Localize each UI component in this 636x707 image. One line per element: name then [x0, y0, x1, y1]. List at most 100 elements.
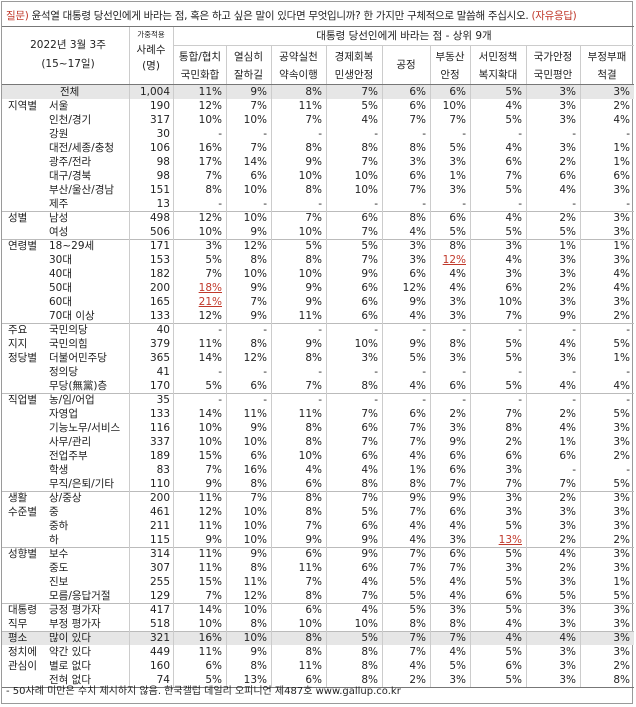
- cell-value: 6%: [361, 282, 378, 294]
- cell-value: 13%: [243, 674, 267, 686]
- cell-value: 7%: [305, 520, 322, 532]
- row-label: 대전/세종/충청: [49, 142, 115, 154]
- cell-value: 6%: [559, 450, 576, 462]
- table-row: 60대 165 21% 7% 9% 6% 9% 3% 10% 3% 3%: [2, 295, 634, 309]
- cell-value: 10%: [243, 212, 267, 224]
- table-row: 지역별 서울 190 12% 7% 11% 5% 6% 10% 4% 3% 2%: [2, 99, 634, 113]
- cell-value: 3%: [205, 240, 222, 252]
- row-label: 무직/은퇴/기타: [49, 478, 115, 490]
- cell-value: 8%: [449, 618, 466, 630]
- cell-value: -: [263, 198, 267, 210]
- cell-value: 7%: [409, 548, 426, 560]
- cell-value: -: [218, 394, 222, 406]
- table-row: 대통령 긍정 평가자 417 14% 10% 6% 4% 5% 3% 5% 3% 3%: [2, 603, 634, 617]
- cell-value: 12%: [442, 254, 466, 266]
- cell-value: 14%: [198, 604, 222, 616]
- row-label: 70대 이상: [49, 310, 95, 322]
- cell-value: 6%: [361, 450, 378, 462]
- cell-value: 4%: [559, 422, 576, 434]
- sample-count: 190: [149, 100, 170, 112]
- cell-value: 4%: [449, 282, 466, 294]
- cell-value: 4%: [559, 338, 576, 350]
- cell-value: 14%: [243, 156, 267, 168]
- row-label: 긍정 평가자: [49, 604, 101, 616]
- cell-value: 6%: [505, 282, 522, 294]
- cell-value: 6%: [559, 170, 576, 182]
- cell-value: 9%: [361, 534, 378, 546]
- cell-value: -: [572, 198, 576, 210]
- cell-value: 2%: [559, 408, 576, 420]
- cell-value: 10%: [243, 268, 267, 280]
- cell-value: 12%: [243, 352, 267, 364]
- sample-count: 1,004: [139, 86, 170, 98]
- cell-value: 9%: [250, 422, 267, 434]
- cell-value: 7%: [361, 436, 378, 448]
- cell-value: 8%: [250, 562, 267, 574]
- cell-value: 5%: [361, 100, 378, 112]
- cell-value: -: [318, 128, 322, 140]
- cell-value: 4%: [559, 548, 576, 560]
- cell-value: 4%: [361, 464, 378, 476]
- cell-value: 2%: [559, 156, 576, 168]
- sample-count: 461: [149, 506, 170, 518]
- row-label: 자영업: [49, 408, 78, 420]
- cell-value: 8%: [361, 380, 378, 392]
- cell-value: 4%: [449, 646, 466, 658]
- cell-value: 6%: [449, 506, 466, 518]
- cell-value: 12%: [198, 100, 222, 112]
- cell-value: 10%: [243, 632, 267, 644]
- cell-value: -: [518, 366, 522, 378]
- cell-value: 3%: [559, 604, 576, 616]
- cell-value: -: [572, 324, 576, 336]
- table-row: 무직/은퇴/기타 110 9% 8% 6% 8% 8% 7% 7% 7% 5%: [2, 477, 634, 491]
- cell-value: 3%: [559, 576, 576, 588]
- cell-value: 2%: [449, 408, 466, 420]
- row-label: 하: [49, 534, 59, 546]
- cell-value: -: [374, 324, 378, 336]
- cell-value: 8%: [250, 660, 267, 672]
- sample-size-unit: (명): [142, 60, 160, 72]
- cell-value: 9%: [449, 492, 466, 504]
- cell-value: 4%: [409, 226, 426, 238]
- cell-value: 3%: [613, 506, 630, 518]
- cell-value: 2%: [613, 534, 630, 546]
- column-header-line2: 안정: [440, 69, 460, 81]
- cell-value: 6%: [250, 170, 267, 182]
- cell-value: 8%: [613, 674, 630, 686]
- cell-value: 8%: [361, 478, 378, 490]
- group-divider: [2, 491, 634, 492]
- column-divider: [326, 85, 327, 687]
- sample-count: 106: [149, 142, 170, 154]
- row-label: 50대: [49, 282, 73, 294]
- cell-value: 5%: [449, 660, 466, 672]
- row-label: 대구/경북: [49, 170, 92, 182]
- cell-value: 8%: [305, 254, 322, 266]
- cell-value: 5%: [449, 142, 466, 154]
- cell-value: 9%: [409, 296, 426, 308]
- cell-value: 7%: [505, 408, 522, 420]
- cell-value: -: [462, 324, 466, 336]
- cell-value: 5%: [205, 674, 222, 686]
- group-divider: [2, 631, 634, 632]
- cell-value: 4%: [361, 114, 378, 126]
- column-header: 통합/협치 국민화합: [174, 48, 226, 84]
- cell-value: 1%: [559, 436, 576, 448]
- sample-size-label: 사례수: [136, 44, 166, 56]
- cell-value: 3%: [449, 296, 466, 308]
- cell-value: 21%: [198, 296, 222, 308]
- cell-value: 7%: [505, 478, 522, 490]
- cell-value: 3%: [409, 156, 426, 168]
- cell-value: 3%: [613, 492, 630, 504]
- cell-value: 10%: [243, 534, 267, 546]
- cell-value: 5%: [505, 184, 522, 196]
- cell-value: 3%: [613, 548, 630, 560]
- sample-count: 317: [149, 114, 170, 126]
- cell-value: 10%: [198, 618, 222, 630]
- cell-value: 3%: [613, 254, 630, 266]
- cell-value: -: [626, 464, 630, 476]
- cell-value: 16%: [243, 464, 267, 476]
- question-prefix: 질문): [6, 10, 29, 22]
- cell-value: 7%: [409, 436, 426, 448]
- cell-value: -: [422, 366, 426, 378]
- cell-value: 2%: [559, 534, 576, 546]
